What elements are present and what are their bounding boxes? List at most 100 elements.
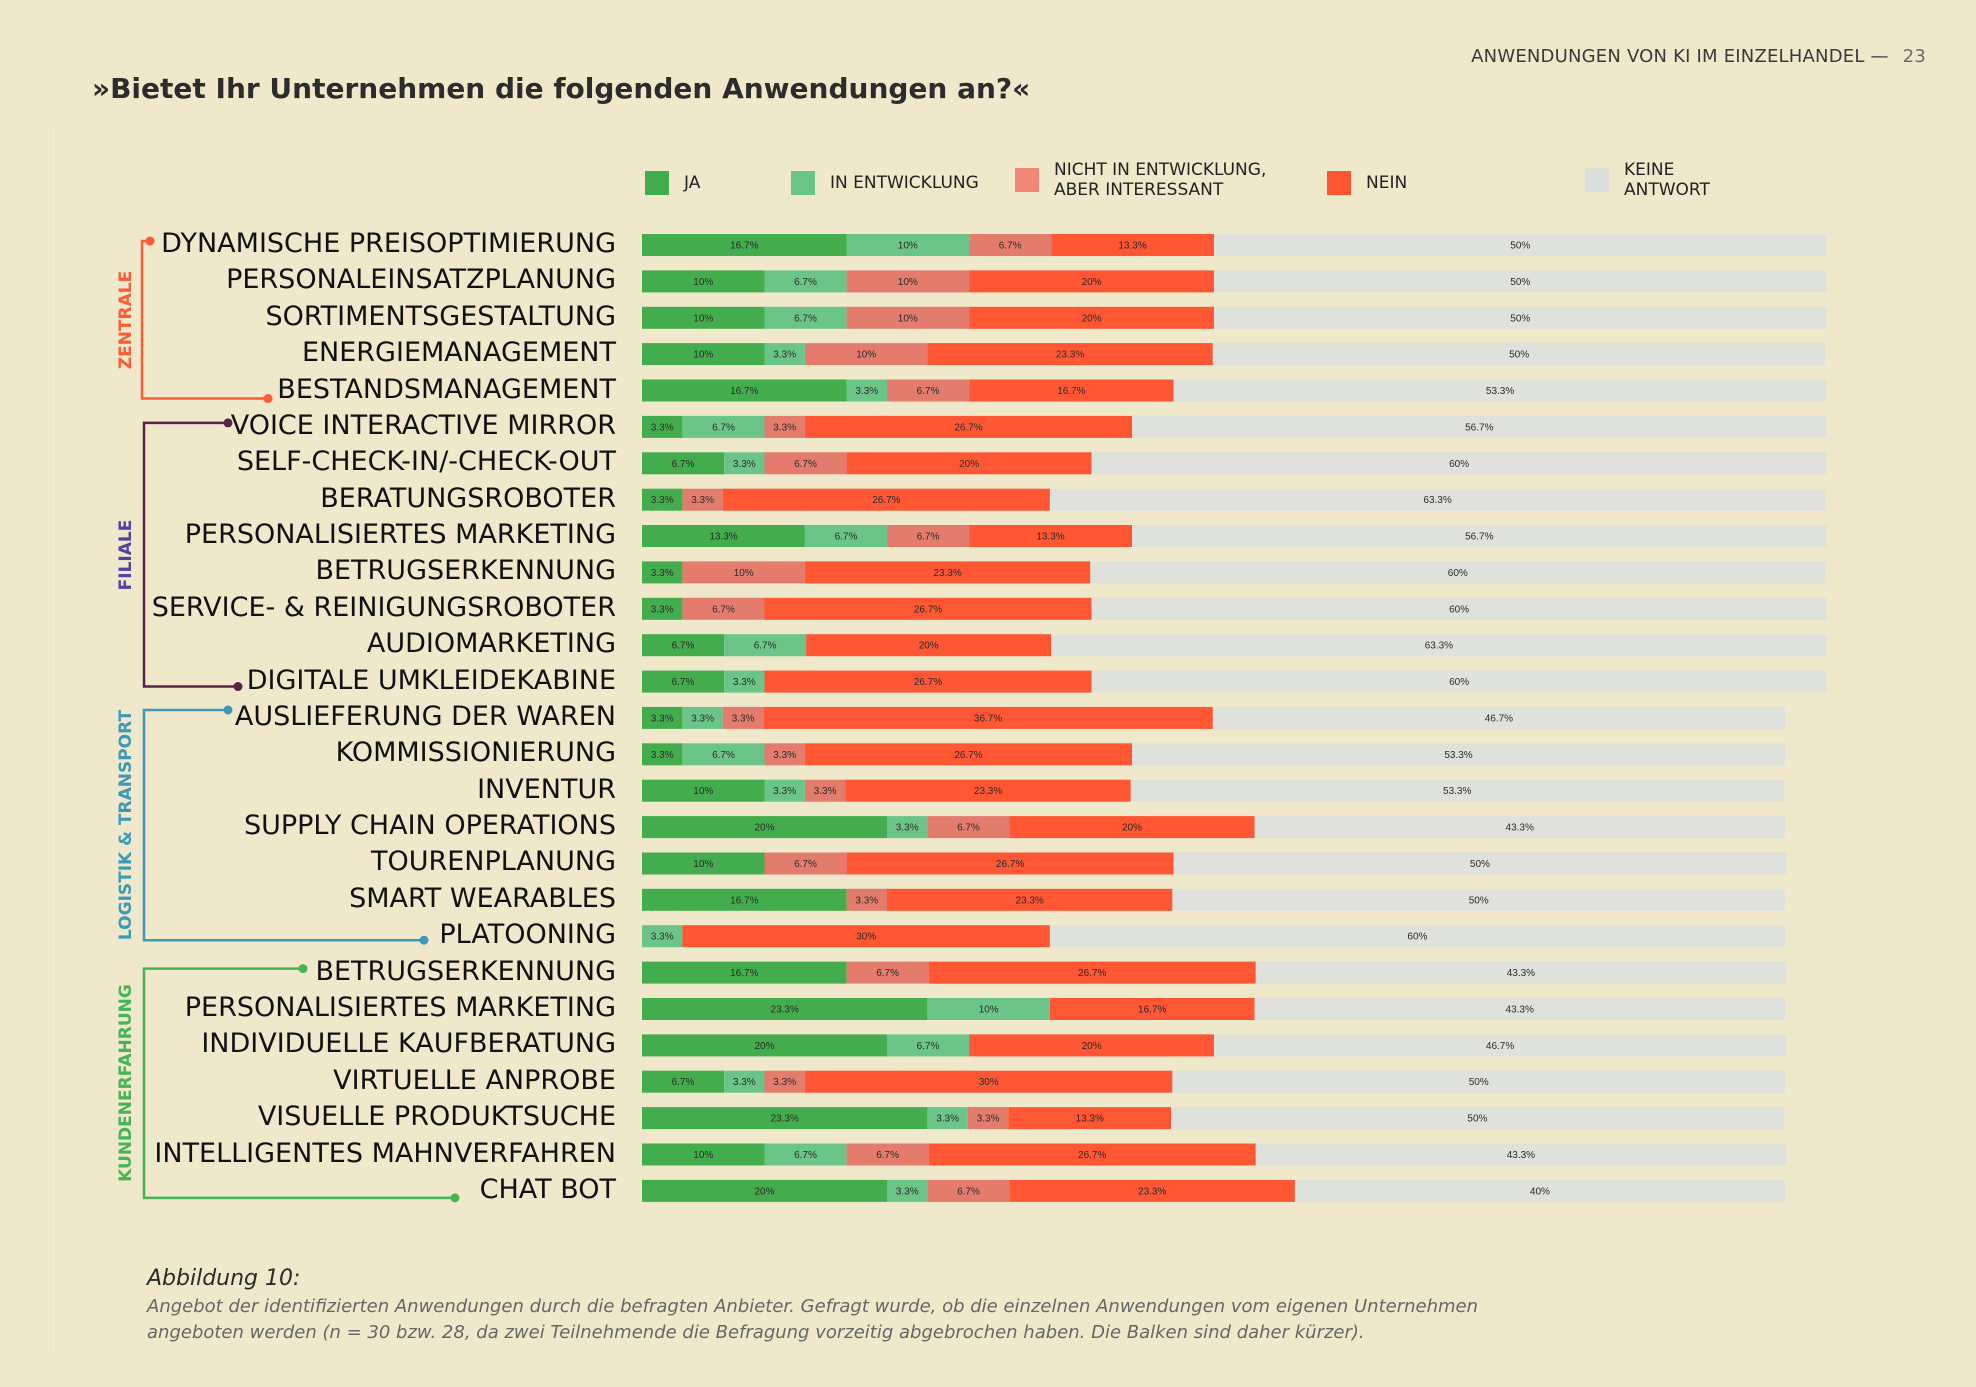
data-label: 10%: [898, 277, 918, 288]
data-label: 63.3%: [1425, 641, 1453, 652]
bar-segment-ja: [642, 597, 683, 620]
bar-segment-nein: [764, 597, 1092, 620]
bar-segment-nein: [928, 961, 1256, 984]
data-label: 13.3%: [1118, 241, 1146, 252]
data-label: 3.3%: [855, 386, 878, 397]
bar-segment-in-entwicklung: [764, 779, 805, 802]
row-label: AUSLIEFERUNG DER WAREN: [234, 700, 616, 732]
bar-segment-in-entwicklung: [927, 1107, 968, 1130]
figure-panel: [50, 128, 1951, 1358]
group-label-filiale: FILIALE: [116, 519, 136, 591]
data-label: 10%: [734, 568, 754, 579]
bracket-dot: [223, 705, 233, 715]
bar-segment-keine-antwort: [1254, 998, 1785, 1020]
bar-segment-nicht-in-entwicklung: [927, 1179, 1010, 1202]
bracket-dot: [419, 935, 429, 945]
bar-segment-keine-antwort: [1214, 1034, 1787, 1057]
bar-segment-ja: [642, 561, 683, 584]
group-bracket: [142, 708, 424, 942]
bar-segment-ja: [642, 634, 725, 657]
bar-segment-in-entwicklung: [682, 415, 765, 438]
data-label: 60%: [1449, 459, 1469, 470]
data-label: 30%: [856, 932, 876, 943]
data-label: 63.3%: [1423, 495, 1451, 506]
data-label: 50%: [1510, 313, 1530, 324]
bar-segment-nein: [927, 343, 1213, 366]
data-label: 6.7%: [754, 641, 777, 652]
bar-row: 10% 6.7% 26.7% 50%: [642, 852, 1787, 875]
row-label: BERATUNGSROBOTER: [320, 482, 616, 514]
data-label: 20%: [919, 641, 939, 652]
caption-title: Abbildung 10:: [147, 1266, 301, 1291]
bar-segment-nicht-in-entwicklung: [764, 743, 805, 766]
bar-segment-ja: [642, 1107, 928, 1130]
data-label: 23.3%: [771, 1114, 799, 1125]
data-label: 20%: [754, 1186, 774, 1197]
bar-segment-nein: [969, 1034, 1215, 1057]
data-label: 6.7%: [957, 823, 980, 834]
bar-segment-keine-antwort: [1049, 488, 1826, 511]
bar-segment-nein: [763, 706, 1213, 729]
chart-title: »Bietet Ihr Unternehmen die folgenden An…: [92, 72, 1031, 105]
bar-row: 3.3% 3.3% 3.3% 36.7% 46.7%: [642, 706, 1785, 729]
data-label: 56.7%: [1465, 532, 1493, 543]
row-label: CHAT BOT: [479, 1173, 616, 1205]
bar-segment-nicht-in-entwicklung: [764, 452, 847, 475]
bar-segment-in-entwicklung: [887, 816, 928, 839]
bar-segment-nicht-in-entwicklung: [682, 597, 765, 620]
bar-segment-keine-antwort: [1255, 1143, 1787, 1166]
data-label: 10%: [898, 313, 918, 324]
data-label: 3.3%: [855, 895, 878, 906]
bar-segment-nicht-in-entwicklung: [682, 561, 805, 584]
data-label: 26.7%: [1078, 968, 1106, 979]
legend-label-ja: JA: [684, 173, 701, 193]
bracket-dot: [145, 236, 155, 246]
data-label: 3.3%: [651, 750, 674, 761]
data-label: 3.3%: [651, 604, 674, 615]
bar-segment-ja: [642, 343, 765, 366]
bar-segment-nicht-in-entwicklung: [927, 816, 1010, 839]
data-label: 10%: [693, 859, 713, 870]
data-label: 6.7%: [712, 604, 735, 615]
bar-segment-nein: [845, 779, 1131, 802]
bar-segment-ja: [642, 888, 847, 911]
legend-item-nicht-in-entwicklung: NICHT IN ENTWICKLUNG, ABER INTERESSANT: [1015, 160, 1266, 200]
bar-row: 16.7% 3.3% 6.7% 16.7% 53.3%: [642, 379, 1827, 402]
data-label: 40%: [1530, 1186, 1550, 1197]
bar-segment-nicht-in-entwicklung: [682, 488, 723, 511]
row-label: ENERGIEMANAGEMENT: [301, 337, 616, 369]
legend-swatch-ja: [645, 171, 669, 195]
legend-item-nein: NEIN: [1327, 171, 1407, 195]
data-label: 16.7%: [730, 895, 758, 906]
row-label: VISUELLE PRODUKTSUCHE: [257, 1101, 616, 1133]
caption-body: Angebot der identifizierten Anwendungen …: [147, 1296, 1479, 1343]
data-label: 26.7%: [914, 677, 942, 688]
group-bracket: [142, 421, 238, 688]
bar-segment-keine-antwort: [1132, 415, 1827, 438]
bar-row: 16.7% 10% 6.7% 13.3% 50%: [642, 234, 1827, 256]
bar-segment-nicht-in-entwicklung: [887, 379, 970, 402]
row-label: INVENTUR: [477, 773, 616, 805]
row-label: SELF-CHECK-IN/-CHECK-OUT: [236, 446, 616, 478]
bar-segment-nein: [969, 525, 1132, 547]
data-label: 3.3%: [691, 713, 714, 724]
bar-segment-ja: [642, 670, 725, 693]
bar-segment-in-entwicklung: [682, 706, 723, 729]
bar-segment-in-entwicklung: [724, 1070, 765, 1093]
data-label: 6.7%: [712, 422, 735, 433]
data-label: 23.3%: [1056, 350, 1084, 361]
row-label: BETRUGSERKENNUNG: [315, 555, 616, 587]
bar-row: 6.7% 3.3% 3.3% 30% 50%: [642, 1070, 1785, 1093]
data-label: 20%: [1082, 277, 1102, 288]
bar-segment-ja: [642, 1143, 765, 1166]
bar-row: 3.3% 6.7% 3.3% 26.7% 53.3%: [642, 743, 1785, 766]
bar-row: 10% 6.7% 10% 20% 50%: [642, 270, 1827, 293]
legend-swatch-nicht-in-entwicklung: [1015, 168, 1039, 192]
bar-segment-ja: [642, 525, 805, 547]
row-label: INTELLIGENTES MAHNVERFAHREN: [154, 1137, 616, 1169]
bar-segment-keine-antwort: [1173, 852, 1787, 875]
data-label: 6.7%: [957, 1186, 980, 1197]
row-label: BESTANDSMANAGEMENT: [277, 373, 616, 405]
group-label-kundenerfahrung: KUNDENERFAHRUNG: [116, 984, 136, 1183]
bar-segment-keine-antwort: [1255, 961, 1787, 984]
